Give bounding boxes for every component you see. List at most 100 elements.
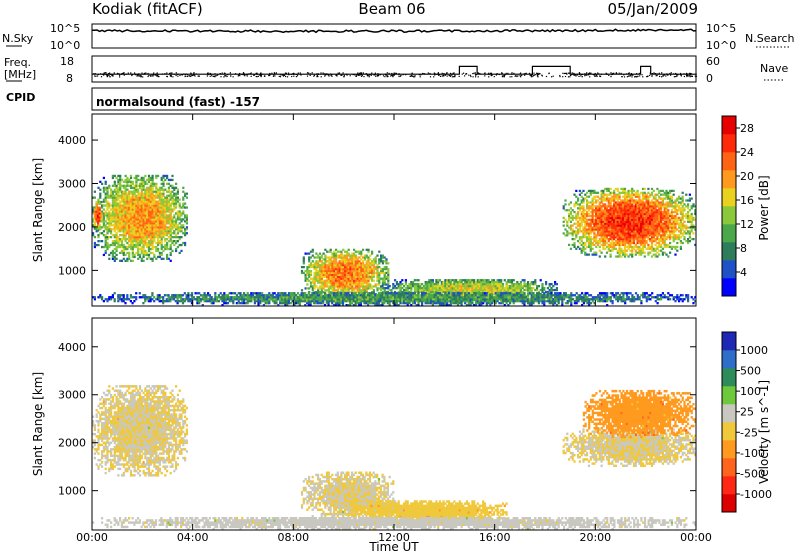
heatmap-cell [453,283,456,286]
heatmap-cell [138,208,142,211]
heatmap-cell [645,241,648,245]
heatmap-cell [505,288,508,292]
heatmap-cell [593,201,596,204]
heatmap-cell [120,245,124,249]
heatmap-cell [622,251,625,254]
freq-point [470,75,472,78]
heatmap-cell [600,228,603,231]
heatmap-cell [115,253,118,257]
heatmap-cell [138,192,142,195]
heatmap-cell [302,258,305,261]
freq-point [280,74,282,76]
heatmap-cell [322,266,325,269]
heatmap-cell [101,210,104,213]
heatmap-cell [124,238,127,241]
heatmap-cell [353,264,356,267]
heatmap-cell [335,273,338,277]
heatmap-cell [582,220,585,223]
heatmap-cell [578,222,581,225]
heatmap-cell [318,264,322,267]
heatmap-cell [636,232,639,235]
heatmap-cell [151,180,154,183]
heatmap-cell [428,285,431,288]
heatmap-cell [149,224,152,227]
heatmap-cell [158,218,161,221]
heatmap-cell [453,287,456,290]
heatmap-cell [618,251,621,254]
heatmap-cell [622,191,625,194]
heatmap-cell [115,206,118,209]
heatmap-cell [582,247,585,250]
heatmap-cell [406,290,409,294]
heatmap-cell [185,218,188,221]
heatmap-cell [586,207,589,210]
heatmap-cell [627,247,630,250]
heatmap-cell [124,212,127,215]
heatmap-cell [399,290,402,294]
freq-point [256,72,258,74]
heatmap-cell [629,245,632,249]
heatmap-cell [164,230,167,233]
heatmap-cell [169,214,172,217]
heatmap-cell [347,266,350,269]
heatmap-cell [144,198,147,201]
heatmap-cell [138,218,142,221]
heatmap-cell [643,205,646,208]
heatmap-cell [634,199,637,202]
heatmap-cell [638,234,641,237]
heatmap-cell [605,193,609,196]
heatmap-cell [322,264,325,267]
heatmap-cell [333,250,336,253]
freq-point [272,75,274,77]
heatmap-cell [638,199,641,202]
heatmap-cell [550,288,553,292]
heatmap-cell [428,281,431,284]
heatmap-cell [634,243,637,247]
heatmap-cell [106,247,109,251]
freq-point [300,74,302,76]
heatmap-cell [627,203,630,206]
heatmap-cell [113,220,116,223]
heatmap-cell [636,189,639,193]
heatmap-cell [153,212,156,215]
heatmap-cell [128,238,131,241]
heatmap-cell [376,271,379,275]
heatmap-cell [636,211,639,214]
heatmap-cell [318,273,322,277]
heatmap-cell [133,226,136,229]
heatmap-cell [347,252,350,255]
freq-point [689,76,691,78]
heatmap-cell [149,176,152,180]
heatmap-cell [117,226,120,229]
heatmap-cell [331,256,334,259]
heatmap-cell [333,279,336,282]
heatmap-cell [596,220,600,223]
heatmap-cell [613,241,616,245]
heatmap-cell [571,218,574,221]
heatmap-cell [360,289,363,292]
heatmap-cell [641,243,645,247]
heatmap-cell [324,256,327,259]
heatmap-cell [126,208,129,211]
heatmap-cell [622,216,625,220]
heatmap-cell [309,264,313,267]
heatmap-cell [631,245,634,249]
heatmap-cell [349,287,352,290]
heatmap-cell [173,192,176,195]
freq-point [153,72,155,74]
heatmap-cell [596,222,600,225]
freq-point [661,72,663,74]
heatmap-cell [631,234,634,237]
heatmap-cell [117,212,120,215]
heatmap-cell [507,281,510,284]
heatmap-cell [358,260,361,263]
heatmap-cell [102,226,105,229]
heatmap-cell [636,203,639,206]
heatmap-cell [140,240,143,243]
heatmap-cell [308,279,311,282]
heatmap-cell [185,216,188,219]
heatmap-cell [353,271,356,275]
heatmap-cell [365,248,368,251]
cpid-value: normalsound (fast) -157 [96,95,260,109]
heatmap-cell [512,283,515,286]
